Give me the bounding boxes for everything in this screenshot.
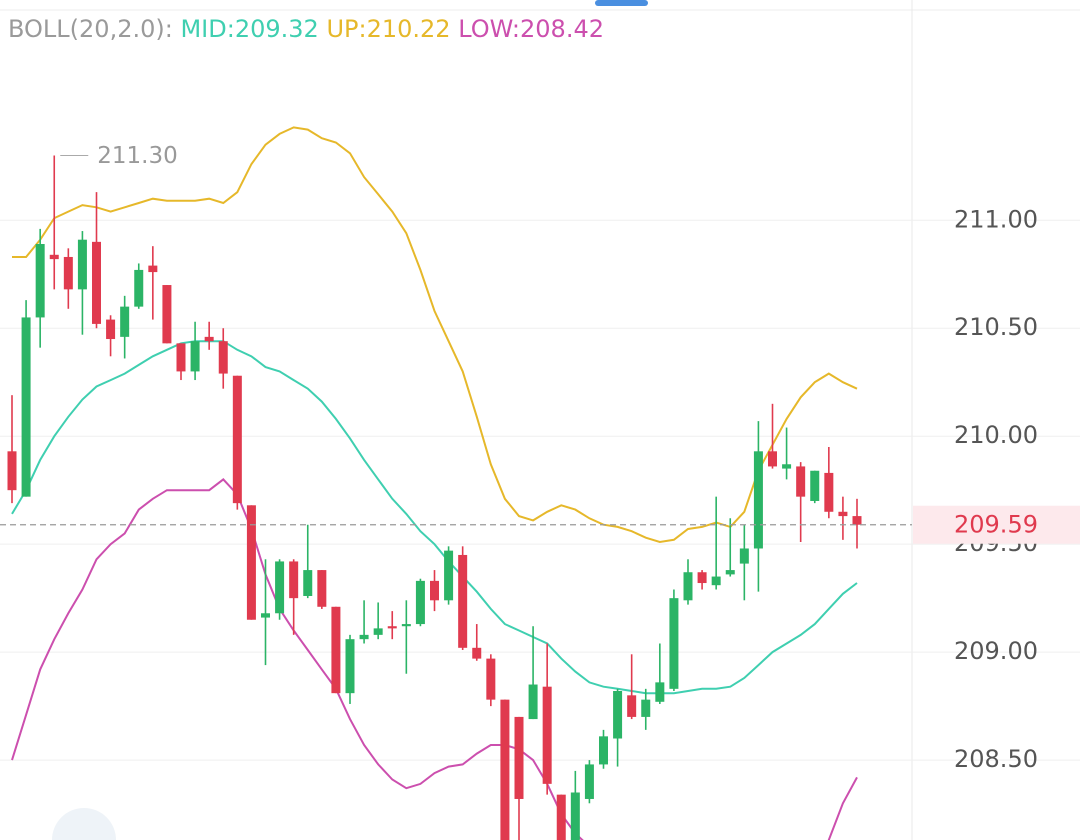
candle-body: [753, 451, 763, 549]
candle-body: [725, 570, 735, 575]
candle-body: [683, 572, 693, 601]
top-tab: [595, 0, 648, 6]
candle-body: [218, 341, 228, 374]
candle-body: [528, 684, 538, 720]
candle-body: [401, 624, 411, 627]
candle-body: [204, 336, 214, 342]
candle-body: [542, 686, 552, 784]
candle-body: [570, 792, 580, 840]
candle-body: [584, 764, 594, 799]
candle-body: [711, 576, 721, 586]
y-tick-label: 209.00: [954, 637, 1038, 665]
candle-body: [852, 516, 862, 525]
candle-body: [373, 628, 383, 635]
candle-body: [824, 472, 834, 512]
candle-body: [768, 451, 777, 467]
candle-body: [655, 682, 665, 702]
candle-body: [500, 699, 510, 840]
candle-body: [261, 613, 270, 618]
y-tick-label: 210.50: [954, 313, 1038, 341]
indicator-label: BOLL(20,2.0):: [8, 15, 173, 43]
candle-body: [444, 550, 454, 601]
candle-body: [49, 254, 59, 260]
candle-body: [387, 626, 397, 629]
candle-body: [613, 691, 623, 739]
y-tick-label: 208.50: [954, 745, 1038, 773]
candle-body: [810, 470, 820, 501]
candle-body: [641, 699, 651, 717]
max-marker-label: 211.30: [97, 143, 177, 169]
candle-body: [162, 285, 172, 344]
candle-body: [232, 375, 242, 504]
y-tick-label: 211.00: [954, 205, 1038, 233]
candle-body: [331, 606, 341, 694]
corner-button[interactable]: [52, 808, 116, 840]
candle-body: [190, 341, 200, 372]
candle-body: [275, 561, 285, 614]
line-label: LOW:208.42: [458, 15, 604, 43]
candle-body: [77, 239, 87, 290]
candle-body: [486, 658, 496, 700]
candle-body: [669, 598, 679, 689]
bollinger-line: [11, 478, 858, 840]
candle-body: [556, 794, 566, 840]
candle-body: [21, 317, 31, 497]
candle-body: [246, 505, 256, 620]
candle-body: [739, 548, 749, 564]
candle-body: [599, 736, 608, 765]
candle-body: [838, 511, 848, 517]
last-price-tag: [913, 505, 1080, 544]
candle-body: [120, 306, 130, 337]
candle-body: [289, 561, 299, 599]
last-price-label: 209.59: [954, 511, 1038, 539]
candle-body: [106, 319, 116, 340]
candle-body: [472, 647, 482, 659]
indicator-header: BOLL(20,2.0): MID:209.32 UP:210.22 LOW:2…: [8, 15, 604, 43]
candle-body: [92, 241, 101, 324]
candle-body: [627, 695, 637, 717]
candle-body: [7, 451, 17, 491]
line-label: UP:210.22: [326, 15, 450, 43]
candle-body: [697, 572, 707, 584]
candle-body: [514, 716, 524, 799]
candle-body: [345, 639, 355, 694]
y-tick-label: 210.00: [954, 421, 1038, 449]
plot-area: 211.30: [0, 126, 912, 840]
candle-body: [796, 466, 806, 497]
candle-body: [415, 580, 425, 625]
candle-body: [303, 570, 313, 596]
candle-body: [148, 265, 158, 273]
candle-body: [430, 580, 439, 601]
candle-body: [63, 256, 73, 290]
candle-body: [359, 634, 369, 640]
candle-body: [317, 570, 327, 607]
candle-body: [35, 244, 45, 318]
candle-body: [134, 269, 144, 307]
line-label: MID:209.32: [180, 15, 318, 43]
bollinger-line: [11, 340, 858, 695]
candle-body: [458, 554, 468, 648]
grid: [0, 219, 1080, 761]
candle-body: [176, 343, 186, 372]
candle-body: [782, 464, 792, 469]
